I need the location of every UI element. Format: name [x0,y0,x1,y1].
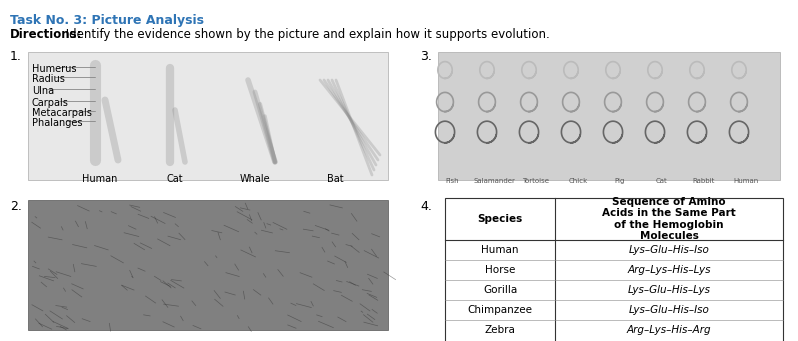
Text: Gorilla: Gorilla [483,285,517,295]
Text: Radius: Radius [32,74,65,84]
Text: Human: Human [481,245,519,255]
Text: Lys–Glu–His–Iso: Lys–Glu–His–Iso [629,305,709,315]
Text: Bat: Bat [326,174,343,184]
Text: Whale: Whale [239,174,271,184]
Text: Human: Human [733,178,759,184]
Text: 2.: 2. [10,200,22,213]
FancyBboxPatch shape [445,198,783,341]
Text: Arg–Lys–His–Lys: Arg–Lys–His–Lys [627,265,711,275]
Text: Salamander: Salamander [473,178,515,184]
Text: Chick: Chick [568,178,587,184]
Text: 4.: 4. [420,200,432,213]
Text: Identify the evidence shown by the picture and explain how it supports evolution: Identify the evidence shown by the pictu… [62,28,550,41]
FancyBboxPatch shape [28,52,388,180]
Text: Zebra: Zebra [484,325,516,335]
FancyBboxPatch shape [28,200,388,330]
Text: Arg–Lys–His–Arg: Arg–Lys–His–Arg [626,325,711,335]
Text: Lys–Glu–His–Lys: Lys–Glu–His–Lys [627,285,710,295]
Text: Horse: Horse [485,265,516,275]
Text: Cat: Cat [656,178,668,184]
Text: Ulna: Ulna [32,86,54,96]
Text: 1.: 1. [10,50,22,63]
Text: Directions:: Directions: [10,28,82,41]
Text: Fish: Fish [445,178,459,184]
Text: Chimpanzee: Chimpanzee [468,305,532,315]
Text: Metacarpals: Metacarpals [32,108,92,118]
Text: Cat: Cat [167,174,184,184]
Text: 3.: 3. [420,50,432,63]
Text: Phalanges: Phalanges [32,118,82,128]
Text: Rabbit: Rabbit [693,178,715,184]
Text: Sequence of Amino
Acids in the Same Part
of the Hemoglobin
Molecules: Sequence of Amino Acids in the Same Part… [602,197,736,241]
Text: Carpals: Carpals [32,98,69,108]
Text: Humerus: Humerus [32,64,77,74]
Text: Task No. 3: Picture Analysis: Task No. 3: Picture Analysis [10,14,204,27]
Text: Lys–Glu–His–Iso: Lys–Glu–His–Iso [629,245,709,255]
Text: Tortoise: Tortoise [523,178,550,184]
Text: Species: Species [477,214,523,224]
Text: Pig: Pig [614,178,625,184]
FancyBboxPatch shape [438,52,780,180]
Text: Human: Human [82,174,117,184]
